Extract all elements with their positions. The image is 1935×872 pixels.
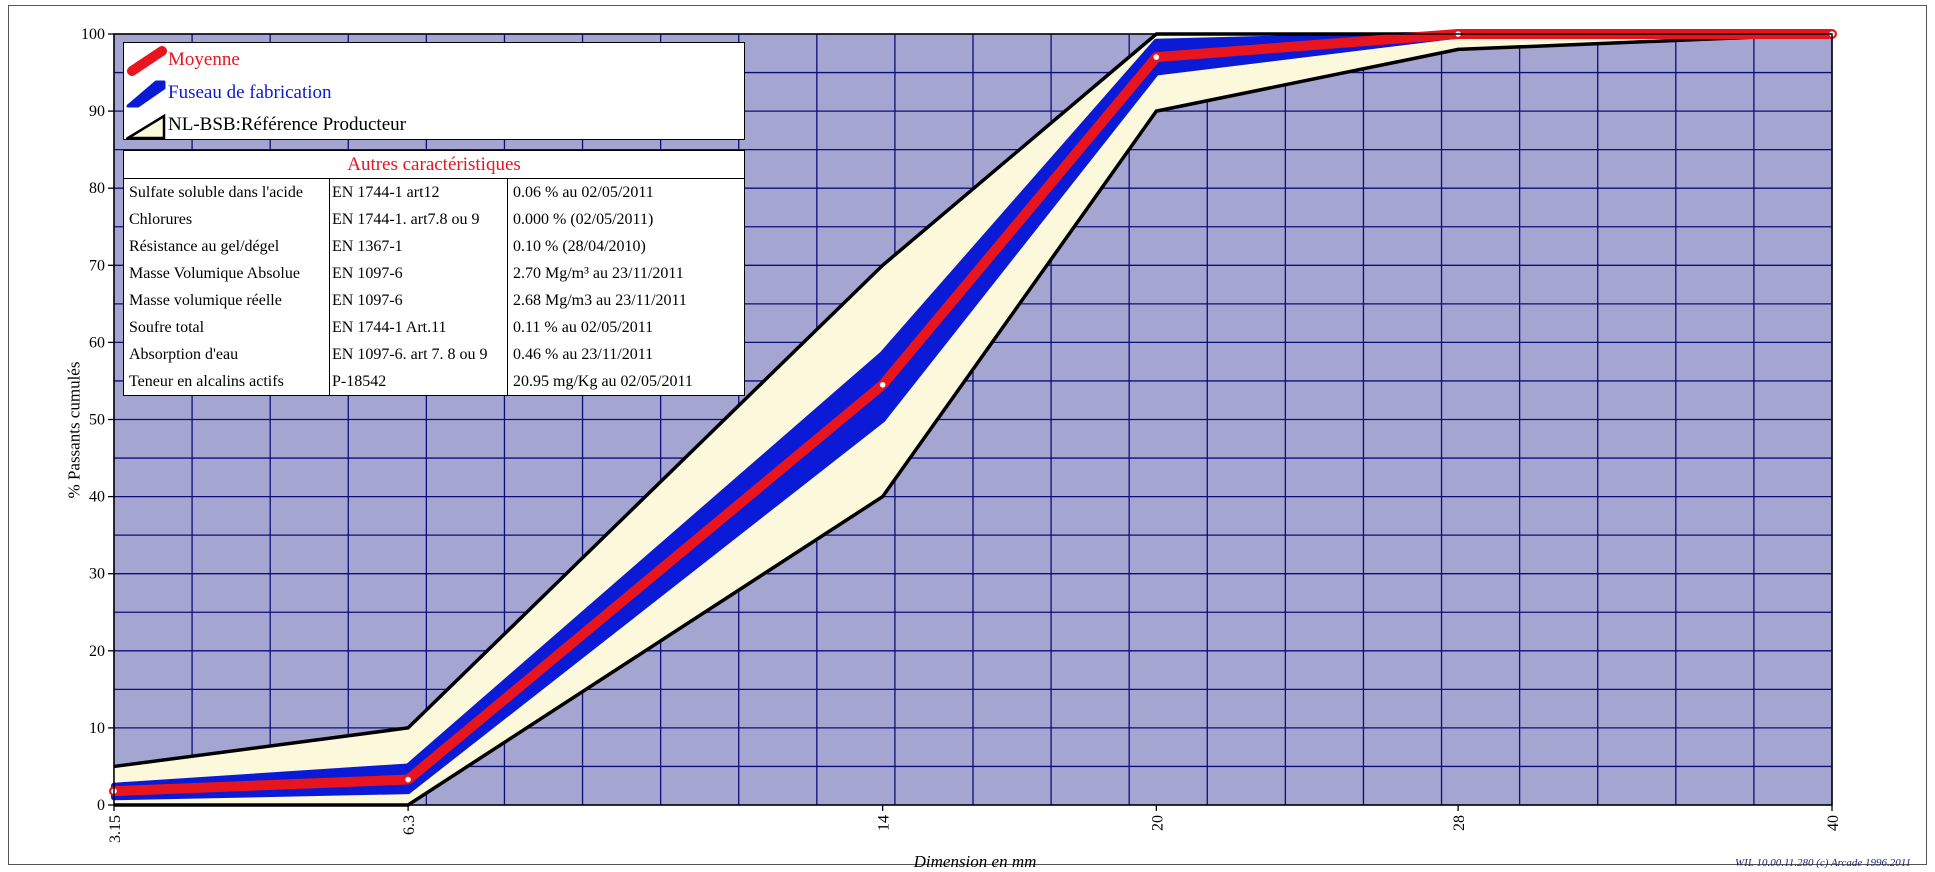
characteristic-standard: P-18542	[329, 368, 508, 395]
x-tick-label: 6.3	[401, 815, 418, 835]
characteristics-row: Masse Volumique Absolue EN 1097-6 2.70 Mg/…	[124, 260, 744, 287]
characteristics-row: Soufre total EN 1744-1 Art.11 0.11 % au 02…	[124, 314, 744, 341]
characteristic-name: Masse Volumique Absolue	[124, 260, 330, 287]
characteristics-rows: Sulfate soluble dans l'acide EN 1744-1 ar…	[124, 179, 744, 395]
characteristic-value: 0.06 % au 02/05/2011	[513, 183, 654, 201]
reference-band	[114, 34, 1832, 805]
y-tick-label: 10	[89, 720, 105, 737]
characteristic-standard: EN 1744-1. art7.8 ou 9	[329, 206, 508, 233]
characteristics-title: Autres caractéristiques	[124, 151, 744, 179]
characteristics-row: Sulfate soluble dans l'acide EN 1744-1 ar…	[124, 179, 744, 206]
chart-frame	[8, 5, 1927, 865]
characteristic-name: Masse volumique réelle	[124, 287, 330, 314]
characteristic-value: 0.46 % au 23/11/2011	[513, 345, 654, 363]
characteristic-standard: EN 1097-6	[329, 287, 508, 314]
characteristics-row: Résistance au gel/dégel EN 1367-1 0.10 % (…	[124, 233, 744, 260]
characteristics-row: Masse volumique réelle EN 1097-6 2.68 Mg/m…	[124, 287, 744, 314]
legend-swatch-moyenne	[127, 46, 167, 76]
characteristic-name: Absorption d'eau	[124, 341, 330, 368]
y-tick-label: 80	[89, 180, 105, 197]
mean-point	[405, 776, 411, 783]
characteristic-name: Sulfate soluble dans l'acide	[124, 179, 330, 206]
legend-label-fuseau: Fuseau de fabrication	[168, 82, 332, 103]
x-axis-label: Dimension en mm	[913, 852, 1037, 871]
legend-item-moyenne: Moyenne	[124, 45, 744, 77]
legend-swatch-fuseau	[126, 80, 166, 108]
characteristic-name: Chlorures	[124, 206, 330, 233]
characteristic-standard: EN 1744-1 Art.11	[329, 314, 508, 341]
characteristics-row: Teneur en alcalins actifs P-18542 20.95 mg…	[124, 368, 744, 395]
characteristic-value: 2.70 Mg/m³ au 23/11/2011	[513, 264, 684, 282]
y-tick-label: 40	[89, 489, 105, 506]
characteristics-grid: Sulfate soluble dans l'acide EN 1744-1 ar…	[124, 179, 744, 395]
characteristic-value: 0.10 % (28/04/2010)	[513, 237, 646, 255]
y-tick-label: 0	[97, 797, 105, 814]
software-credit: WIL 10.00.11.280 (c) Arcade 1996.2011	[1735, 857, 1911, 869]
x-tick-label: 40	[1825, 815, 1842, 831]
mean-point	[879, 382, 886, 388]
legend-swatch-reference	[126, 113, 166, 140]
characteristics-table: Autres caractéristiques Sulfate soluble …	[123, 150, 745, 396]
characteristics-row: Absorption d'eau EN 1097-6. art 7. 8 ou 9…	[124, 341, 744, 368]
y-tick-label: 20	[89, 643, 105, 660]
characteristic-standard: EN 1097-6. art 7. 8 ou 9	[329, 341, 508, 368]
mean-point	[1153, 54, 1160, 60]
legend-item-fuseau: Fuseau de fabrication	[124, 78, 744, 110]
legend-label-moyenne: Moyenne	[168, 49, 240, 70]
characteristic-value: 20.95 mg/Kg au 02/05/2011	[513, 372, 693, 390]
y-tick-label: 50	[89, 412, 105, 429]
y-axis-label: % Passants cumulés	[64, 361, 84, 499]
characteristic-name: Teneur en alcalins actifs	[124, 368, 330, 395]
characteristic-value: 0.000 % (02/05/2011)	[513, 210, 654, 228]
characteristic-standard: EN 1097-6	[329, 260, 508, 287]
x-tick-label: 14	[876, 815, 893, 831]
characteristic-name: Résistance au gel/dégel	[124, 233, 330, 260]
characteristic-standard: EN 1367-1	[329, 233, 508, 260]
characteristic-value: 0.11 % au 02/05/2011	[513, 318, 654, 336]
y-tick-label: 90	[89, 103, 105, 120]
characteristic-value: 2.68 Mg/m3 au 23/11/2011	[513, 291, 687, 309]
legend-label-reference: NL-BSB:Référence Producteur	[168, 114, 406, 135]
x-tick-label: 28	[1451, 815, 1468, 831]
characteristics-row: Chlorures EN 1744-1. art7.8 ou 9 0.000 % (…	[124, 206, 744, 233]
y-tick-label: 30	[89, 566, 105, 583]
legend-item-reference: NL-BSB:Référence Producteur	[124, 110, 744, 142]
characteristic-standard: EN 1744-1 art12	[329, 179, 508, 206]
x-tick-label: 3.15	[107, 815, 124, 843]
characteristic-name: Soufre total	[124, 314, 330, 341]
y-tick-label: 70	[89, 257, 105, 274]
chart-legend: Moyenne Fuseau de fabrication NL-BSB:Réf…	[123, 42, 745, 140]
y-tick-label: 60	[89, 334, 105, 351]
x-tick-label: 20	[1149, 815, 1166, 831]
y-tick-label: 100	[81, 26, 105, 43]
